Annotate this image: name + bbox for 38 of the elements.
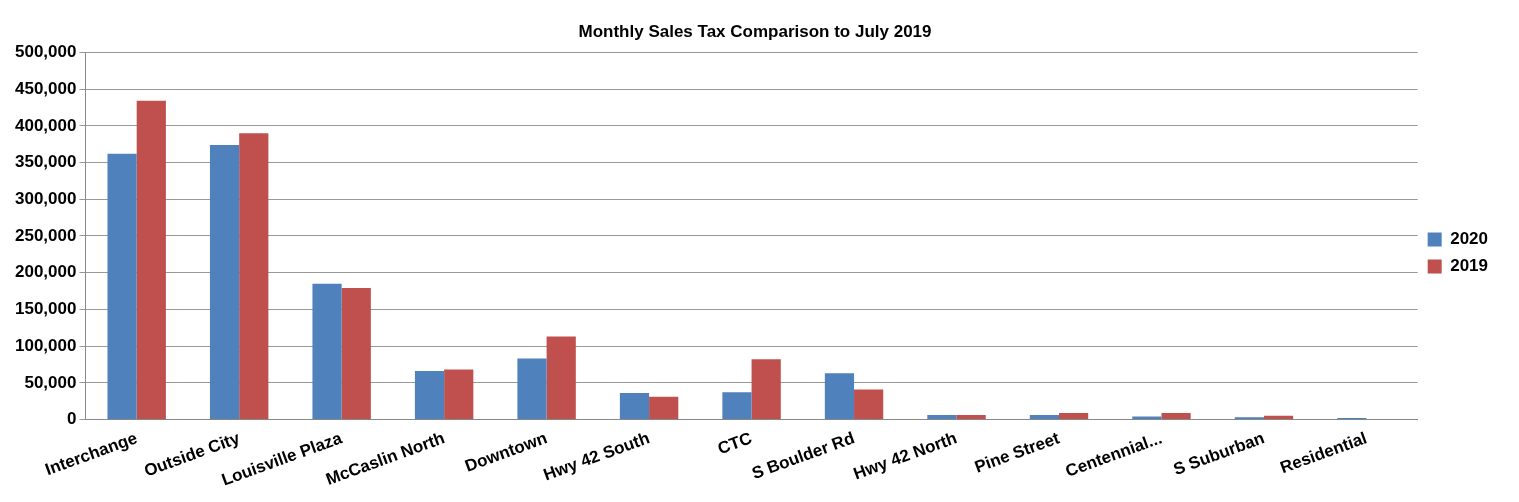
legend-label: 2019 <box>1450 256 1489 276</box>
x-tick-label: CTC <box>715 428 755 459</box>
bar <box>722 392 752 420</box>
bar <box>239 133 269 420</box>
bar <box>136 100 166 420</box>
bar <box>517 358 547 420</box>
y-tick-label: 50,000 <box>24 372 77 392</box>
chart-title: Monthly Sales Tax Comparison to July 2019 <box>578 21 932 41</box>
y-tick-label: 500,000 <box>15 42 77 62</box>
x-tick-label: Pine Street <box>972 428 1063 477</box>
bar <box>649 396 679 420</box>
y-tick-label: 100,000 <box>15 335 77 355</box>
y-tick-label: 450,000 <box>15 78 77 98</box>
bar <box>1029 415 1059 420</box>
bar <box>854 389 884 420</box>
bar <box>209 144 240 420</box>
bar <box>414 371 445 420</box>
bar <box>312 283 342 420</box>
bar <box>927 415 957 420</box>
bar <box>546 336 576 420</box>
bar <box>341 288 371 420</box>
y-tick-label: 150,000 <box>15 299 77 319</box>
y-tick-label: 200,000 <box>15 262 77 282</box>
bar <box>619 393 650 420</box>
bar <box>1059 412 1089 420</box>
legend-label: 2020 <box>1450 229 1489 249</box>
y-tick-label: 350,000 <box>15 152 77 172</box>
bar <box>956 415 986 420</box>
bar <box>1161 412 1191 420</box>
y-tick-label: 400,000 <box>15 115 77 135</box>
y-tick-label: 300,000 <box>15 188 77 208</box>
bar <box>751 359 781 420</box>
bar <box>1263 415 1294 420</box>
bar <box>444 369 474 420</box>
y-tick-label: 250,000 <box>15 225 77 245</box>
bar <box>824 373 855 420</box>
y-tick-label: 0 <box>66 409 77 429</box>
bar <box>107 153 137 420</box>
